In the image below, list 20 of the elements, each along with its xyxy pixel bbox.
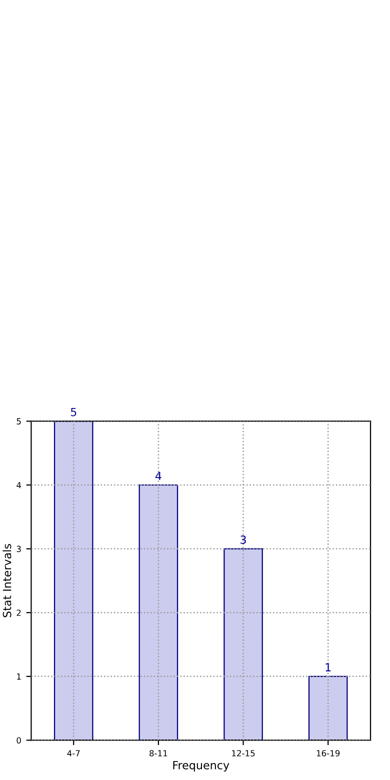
bar — [138, 484, 178, 740]
x-tick-label: 16-19 — [316, 750, 340, 756]
data-label: 3 — [240, 535, 246, 544]
x-axis-title: Frequency — [173, 761, 230, 772]
bar — [308, 676, 348, 740]
y-tick-label: 1 — [17, 674, 21, 680]
y-tick-label: 5 — [16, 418, 21, 424]
y-axis-title: Stat Intervals — [2, 544, 12, 618]
data-label: 4 — [155, 472, 162, 480]
x-tick-label: 8-11 — [150, 750, 168, 756]
bar — [54, 421, 94, 740]
data-label: 1 — [326, 663, 331, 672]
x-tick-label: 12-15 — [232, 750, 255, 756]
y-tick-label: 4 — [16, 482, 22, 488]
data-label: 5 — [70, 408, 76, 416]
y-tick-label: 0 — [16, 737, 21, 744]
y-tick-label: 2 — [16, 610, 21, 616]
y-tick-label: 3 — [16, 546, 21, 552]
bar — [224, 548, 263, 740]
x-tick-label: 4-7 — [67, 750, 80, 756]
